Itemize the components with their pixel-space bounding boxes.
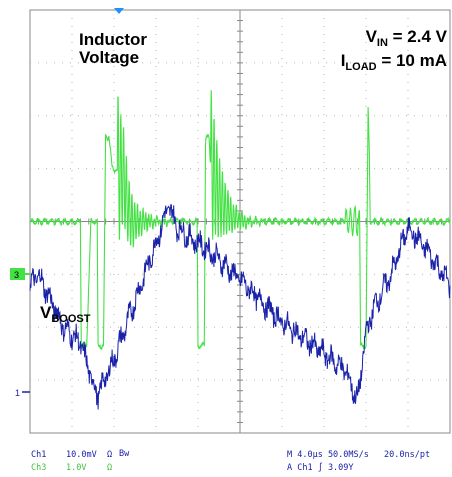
trigger-readout: A Ch1 ∫ 3.09Y bbox=[287, 462, 354, 473]
iload-subscript: LOAD bbox=[345, 61, 376, 73]
ch1-vboost-trace bbox=[29, 203, 451, 410]
ch3-inductor-voltage-trace bbox=[29, 90, 451, 351]
iload-value: = 10 mA bbox=[377, 51, 447, 70]
ch3-marker-label: 3 bbox=[14, 270, 19, 280]
waveform-traces bbox=[29, 90, 451, 410]
vboost-subscript: BOOST bbox=[51, 313, 90, 325]
ch3-scale: 1.0V bbox=[66, 463, 86, 473]
vin-value: = 2.4 V bbox=[388, 27, 448, 46]
ch1-bandwidth: Bw bbox=[119, 449, 130, 459]
vin-subscript: IN bbox=[377, 37, 388, 49]
vboost-annotation: VBOOST bbox=[40, 303, 91, 325]
ch1-ground-marker: 1 bbox=[15, 388, 30, 398]
vin-symbol: V bbox=[366, 27, 378, 46]
inductor-voltage-label-line2: Voltage bbox=[79, 48, 139, 67]
ch1-scale: 10.0mV bbox=[66, 450, 97, 460]
status-bar: Ch1 10.0mV Ω Bw Ch3 1.0V Ω M 4.0µs 50.0M… bbox=[31, 449, 430, 473]
ch1-name: Ch1 bbox=[31, 450, 46, 460]
resolution-readout: 20.0ns/pt bbox=[384, 450, 430, 460]
vboost-symbol: V bbox=[40, 303, 52, 322]
ch1-marker-label: 1 bbox=[15, 388, 20, 398]
ch3-ground-marker: 3 bbox=[10, 268, 30, 280]
ch1-coupling: Ω bbox=[107, 450, 112, 460]
ch3-name: Ch3 bbox=[31, 463, 46, 473]
timebase-readout: M 4.0µs 50.0MS/s bbox=[287, 450, 369, 460]
vin-annotation: VIN = 2.4 V bbox=[366, 27, 448, 49]
iload-symbol: I bbox=[341, 51, 346, 70]
ch3-coupling: Ω bbox=[107, 463, 112, 473]
trigger-position-marker bbox=[114, 8, 124, 14]
iload-annotation: ILOAD = 10 mA bbox=[341, 51, 447, 73]
inductor-voltage-label-line1: Inductor bbox=[79, 30, 147, 49]
